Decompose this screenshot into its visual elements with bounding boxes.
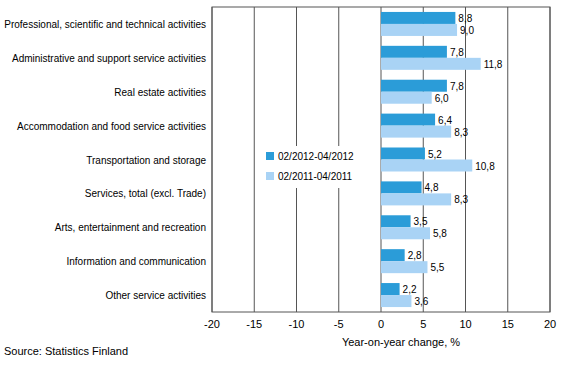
tick-label: -10 xyxy=(289,318,305,330)
bar xyxy=(381,283,400,295)
data-label: 6,4 xyxy=(438,115,452,126)
axis-label: Year-on-year change, % xyxy=(342,336,460,348)
grid-line xyxy=(507,7,508,312)
bar xyxy=(381,58,481,70)
bar xyxy=(381,12,455,24)
chart: -20-15-10-5051015208,89,07,811,87,86,06,… xyxy=(0,0,569,374)
bar xyxy=(381,148,425,160)
bar xyxy=(381,181,422,193)
legend-label: 02/2011-04/2011 xyxy=(278,171,353,182)
category-label: Accommodation and food service activitie… xyxy=(17,121,206,132)
data-label: 2,2 xyxy=(403,284,417,295)
bar xyxy=(381,160,472,172)
category-label: Administrative and support service activ… xyxy=(12,53,206,64)
category-label: Transportation and storage xyxy=(86,155,206,166)
tick-label: -20 xyxy=(204,318,220,330)
data-label: 9,0 xyxy=(460,25,474,36)
data-label: 3,6 xyxy=(414,296,428,307)
bar xyxy=(381,92,432,104)
tick-label: -15 xyxy=(246,318,262,330)
tick-label: 0 xyxy=(378,318,384,330)
data-label: 3,5 xyxy=(414,216,428,227)
category-label: Real estate activities xyxy=(114,87,206,98)
data-labels: 8,89,07,811,87,86,06,48,35,210,84,88,33,… xyxy=(403,13,503,307)
bar xyxy=(381,193,451,205)
legend-swatch xyxy=(266,152,274,160)
legend-box xyxy=(262,146,374,188)
category-label: Professional, scientific and technical a… xyxy=(4,19,206,30)
data-label: 5,5 xyxy=(430,262,444,273)
legend-label: 02/2012-04/2012 xyxy=(278,151,354,162)
data-label: 8,8 xyxy=(458,13,472,24)
bar xyxy=(381,126,451,138)
category-label: Information and communication xyxy=(66,256,206,267)
data-label: 6,0 xyxy=(435,93,449,104)
data-label: 7,8 xyxy=(450,47,464,58)
legend: 02/2012-04/2012 02/2011-04/2011 xyxy=(262,146,374,188)
data-label: 8,3 xyxy=(454,127,468,138)
bar xyxy=(381,295,411,307)
data-label: 2,8 xyxy=(408,250,422,261)
plot-frame xyxy=(212,7,550,312)
bars xyxy=(381,12,481,307)
data-label: 8,3 xyxy=(454,194,468,205)
grid-line xyxy=(254,7,255,312)
source: Source: Statistics Finland xyxy=(4,345,128,357)
bar xyxy=(381,80,447,92)
tick-label: 15 xyxy=(502,318,514,330)
category-label: Services, total (excl. Trade) xyxy=(85,188,206,199)
bar xyxy=(381,24,457,36)
bar xyxy=(381,46,447,58)
data-label: 4,8 xyxy=(425,182,439,193)
bar xyxy=(381,215,411,227)
tick-label: -5 xyxy=(334,318,344,330)
data-label: 5,2 xyxy=(428,149,442,160)
bar xyxy=(381,114,435,126)
category-label: Other service activities xyxy=(105,290,206,301)
tick-label: 20 xyxy=(544,318,556,330)
data-label: 11,8 xyxy=(484,59,503,70)
bar xyxy=(381,227,430,239)
tick-label: 10 xyxy=(459,318,471,330)
bar xyxy=(381,261,427,273)
data-label: 7,8 xyxy=(450,81,464,92)
bar xyxy=(381,249,405,261)
data-label: 5,8 xyxy=(433,228,447,239)
data-label: 10,8 xyxy=(475,161,495,172)
category-label: Arts, entertainment and recreation xyxy=(55,222,206,233)
tick-label: 5 xyxy=(420,318,426,330)
legend-swatch xyxy=(266,172,274,180)
